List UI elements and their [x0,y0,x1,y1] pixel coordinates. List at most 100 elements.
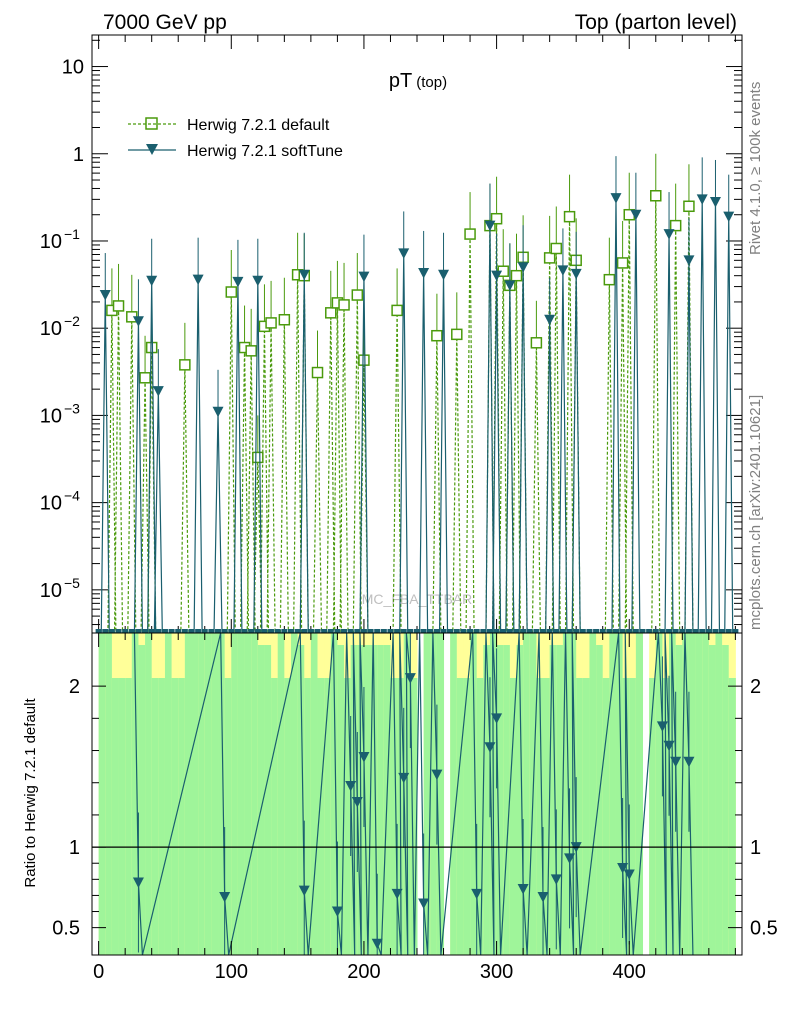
ratio-point [298,885,310,897]
ratio-band-inner [244,633,252,955]
ratio-band-inner [536,678,544,955]
empty-bin-marker [573,629,580,633]
ratio-band-inner [277,633,285,955]
empty-bin-marker [347,629,354,633]
ratio-point [358,751,370,763]
empty-bin-marker [725,629,732,633]
x-tick-label: 0 [93,961,104,983]
ratio-band-inner [377,645,385,955]
data-point-softtune [212,406,224,418]
ratio-y-tick-label-right: 2 [750,676,761,698]
empty-bin-marker [679,629,686,633]
legend-label-softtune: Herwig 7.2.1 softTune [187,143,343,160]
ratio-band-inner [271,678,279,955]
data-point-default [603,273,616,286]
data-point-default [431,329,443,342]
empty-bin-marker [559,629,566,633]
data-point-default [669,219,682,232]
ratio-y-ticks: 0.5 0.5 1 1 2 2 [52,676,778,940]
ratio-band-inner [290,633,299,955]
empty-bin-marker [414,629,420,633]
ratio-band-inner [582,678,590,955]
ratio-band-inner [655,633,663,955]
ratio-band-inner [105,633,113,955]
ratio-band-inner [602,678,610,955]
data-point-default [179,359,191,371]
data-point-softtune [398,248,410,259]
ratio-band-inner [284,678,292,955]
y-tick-label: 10 [62,57,84,79]
empty-bin-marker [420,629,427,633]
data-point-default [252,451,264,464]
ratio-band-inner [118,678,126,955]
y-tick-label-base: 10 [40,405,62,427]
ratio-band-inner [715,633,723,955]
data-point-softtune [358,271,370,283]
y-tick-label: 10 [40,493,62,515]
ratio-band-inner [695,633,703,955]
y-tick-label-base: 10 [40,231,62,253]
ratio-band-inner [596,645,604,955]
x-tick-label: 100 [215,961,248,983]
ratio-point [351,797,363,808]
data-point-softtune [252,275,264,287]
ratio-point [398,772,410,784]
ratio-band-inner [470,633,478,955]
x-tick-label: 300 [480,961,513,983]
y-tick-label-exponent: −3 [64,400,80,416]
y-tick-label-exponent: −1 [64,226,80,242]
y-tick-label: 10 [40,580,62,602]
softtune-line [100,198,734,633]
empty-bin-marker [254,629,261,633]
ratio-band-inner [682,633,690,955]
empty-bin-marker [394,629,401,633]
ratio-band-inner [138,645,146,955]
empty-bin-marker [639,629,646,633]
main-series-layer [95,153,739,633]
data-point-default [550,242,563,255]
data-point-default [351,289,364,301]
empty-bin-marker [354,629,361,633]
ratio-band-inner [562,633,571,955]
watermark: MC_FBA_TTBAR [362,591,472,607]
ratio-band-inner [344,678,352,955]
empty-bin-marker [261,629,268,633]
ratio-point [471,888,483,900]
ratio-panel: 0.5 0.5 1 1 2 2 0 100 200 300 400 Ratio to Herwig… [22,632,778,983]
data-point-default [112,300,125,312]
ratio-point [623,869,635,880]
empty-bin-marker [380,629,387,633]
ratio-point [617,863,629,874]
ratio-band-inner [131,633,139,955]
ratio-band-inner [722,645,730,955]
ratio-band-inner [178,678,186,955]
empty-bin-marker [387,629,394,633]
empty-bin-marker [241,629,248,633]
ratio-band-inner [211,633,219,955]
empty-bin-marker [208,629,215,633]
empty-bin-marker [115,629,122,633]
ratio-band-inner [503,645,511,955]
empty-bin-marker [433,629,440,633]
ratio-y-tick-label: 2 [69,676,80,698]
empty-bin-marker [486,629,493,633]
empty-bin-marker [427,629,434,633]
empty-bin-marker [148,629,155,633]
empty-bin-marker [546,629,553,633]
data-point-default [325,307,337,319]
data-point-softtune [484,220,496,232]
data-point-default [338,299,350,311]
empty-bin-marker [135,629,142,633]
ratio-series-layer [132,633,695,955]
empty-bin-marker [102,629,109,633]
empty-bin-marker [155,629,162,633]
data-point-default [311,366,324,379]
y-tick-label: 1 [73,144,84,166]
y-tick-label-base: 10 [40,493,62,515]
empty-bin-marker [593,629,600,633]
empty-bin-marker [480,629,487,633]
empty-bin-marker [108,629,115,633]
ratio-band-inner [370,645,378,955]
empty-bin-marker [732,629,739,633]
ratio-band-inner [251,633,259,955]
